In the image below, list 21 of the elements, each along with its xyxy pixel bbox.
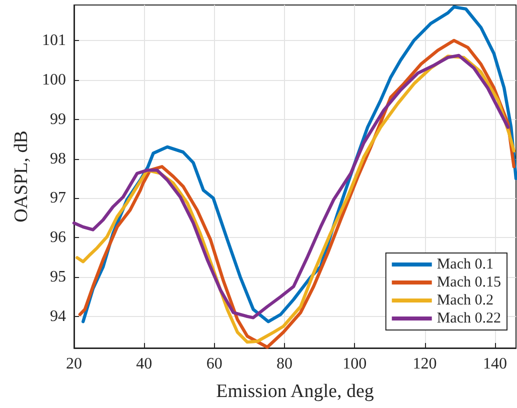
legend-label: Mach 0.22 (436, 310, 502, 326)
y-tick-label: 94 (50, 308, 66, 325)
legend-label: Mach 0.2 (436, 292, 494, 308)
x-tick-label: 100 (342, 356, 367, 372)
x-axis-title: Emission Angle, deg (216, 381, 374, 402)
x-tick-label: 20 (66, 356, 82, 372)
y-axis-title: OASPL, dB (11, 130, 32, 222)
x-tick-label: 80 (276, 356, 292, 372)
y-tick-label: 96 (50, 229, 66, 246)
y-tick-label: 98 (50, 150, 66, 168)
legend-label: Mach 0.1 (436, 256, 494, 272)
x-tick-label: 60 (206, 356, 222, 372)
y-tick-label: 99 (50, 110, 66, 128)
legend-label: Mach 0.15 (436, 274, 502, 290)
x-tick-label: 120 (412, 356, 437, 372)
y-tick-label: 101 (42, 32, 66, 49)
y-tick-label: 97 (50, 190, 66, 207)
y-tick-label: 95 (50, 268, 66, 286)
x-tick-label: 40 (136, 356, 152, 372)
x-tick-label: 140 (482, 356, 507, 372)
y-tick-label: 100 (42, 71, 66, 88)
